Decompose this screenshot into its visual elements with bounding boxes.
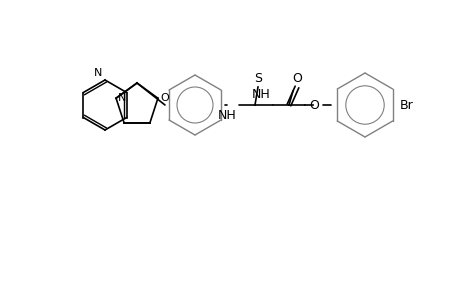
Text: S: S (253, 72, 262, 85)
Text: N: N (94, 68, 102, 78)
Text: O: O (160, 93, 168, 103)
Text: NH: NH (252, 88, 270, 101)
Text: NH: NH (218, 109, 236, 122)
Text: Br: Br (399, 98, 413, 112)
Text: O: O (291, 72, 301, 85)
Text: O: O (308, 98, 318, 112)
Text: N: N (118, 93, 126, 103)
